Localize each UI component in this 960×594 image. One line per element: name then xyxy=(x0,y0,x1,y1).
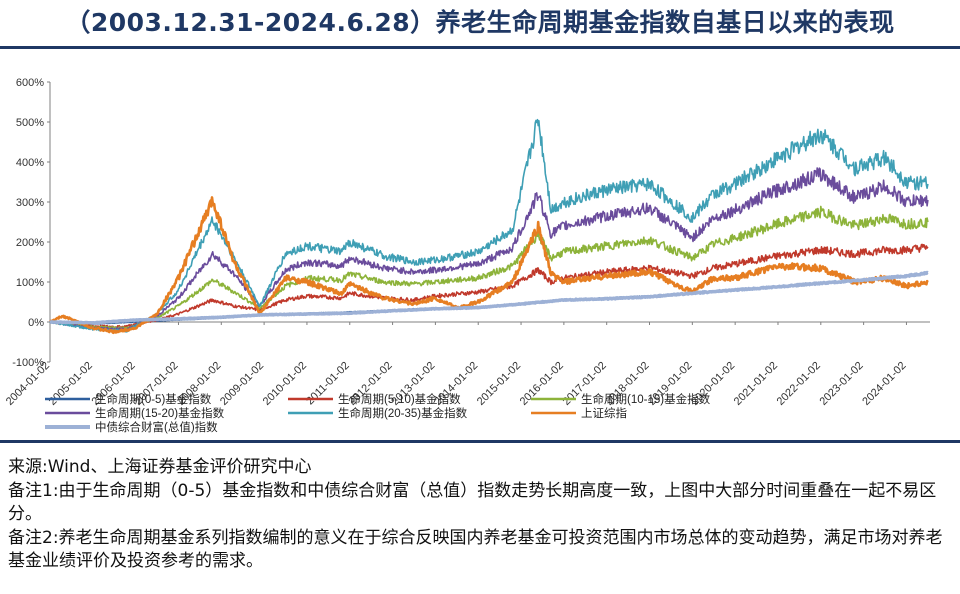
series-line xyxy=(49,167,929,332)
y-tick-label: 100% xyxy=(16,277,44,289)
remark-2: 备注2:养老生命周期基金系列指数编制的意义在于综合反映国内养老基金可投资范围内市… xyxy=(8,527,943,572)
x-tick-label: 2021-01-02 xyxy=(732,360,780,408)
y-tick-label: 400% xyxy=(16,157,44,169)
x-tick-label: 2010-01-02 xyxy=(261,360,309,408)
x-tick-label: 2009-01-02 xyxy=(218,360,266,408)
y-tick-label: 600% xyxy=(16,77,44,89)
legend-label: 中债综合财富(总值)指数 xyxy=(95,420,218,434)
series-line xyxy=(49,243,929,329)
y-tick-label: 300% xyxy=(16,197,44,209)
series-line xyxy=(49,205,929,330)
notes: 来源:Wind、上海证券基金评价研究中心 备注1:由于生命周期（0-5）基金指数… xyxy=(8,456,953,574)
source-note: 来源:Wind、上海证券基金评价研究中心 xyxy=(8,457,312,477)
series-line xyxy=(49,272,929,325)
chart-bottom-rule xyxy=(0,440,960,443)
legend-label: 生命周期(10-15)基金指数 xyxy=(581,392,711,406)
legend-label: 生命周期(0-5)基金指数 xyxy=(95,392,212,406)
title-rule xyxy=(0,46,960,49)
legend-label: 上证综指 xyxy=(581,406,627,420)
y-tick-label: 200% xyxy=(16,237,44,249)
line-chart: 600%500%400%300%200%100%0%-100%2004-01-0… xyxy=(4,77,930,434)
remark-1: 备注1:由于生命周期（0-5）基金指数和中债综合财富（总值）指数走势长期高度一致… xyxy=(8,480,937,525)
x-tick-label: 2015-01-02 xyxy=(475,360,523,408)
y-tick-label: 0% xyxy=(28,317,44,329)
series-line xyxy=(49,196,929,335)
chart-area: 600% 500% 400% 300% 200% 100% 0% -100% 2004-01-0… xyxy=(0,64,960,439)
legend-label: 生命周期(20-35)基金指数 xyxy=(338,406,468,420)
x-tick-label: 2022-01-02 xyxy=(775,360,823,408)
x-tick-label: 2024-01-02 xyxy=(860,360,908,408)
x-tick-label: 2005-01-02 xyxy=(47,360,95,408)
x-tick-label: 2023-01-02 xyxy=(817,360,865,408)
y-tick-label: 500% xyxy=(16,117,44,129)
legend-label: 生命周期(15-20)基金指数 xyxy=(95,406,225,420)
series-line xyxy=(49,118,929,333)
y-tick-label: -100% xyxy=(12,357,44,369)
page-title: （2003.12.31-2024.6.28）养老生命周期基金指数自基日以来的表现 xyxy=(65,8,895,37)
x-tick-label: 2016-01-02 xyxy=(518,360,566,408)
series-line xyxy=(48,270,929,325)
legend-label: 生命周期(5-10)基金指数 xyxy=(338,392,461,406)
